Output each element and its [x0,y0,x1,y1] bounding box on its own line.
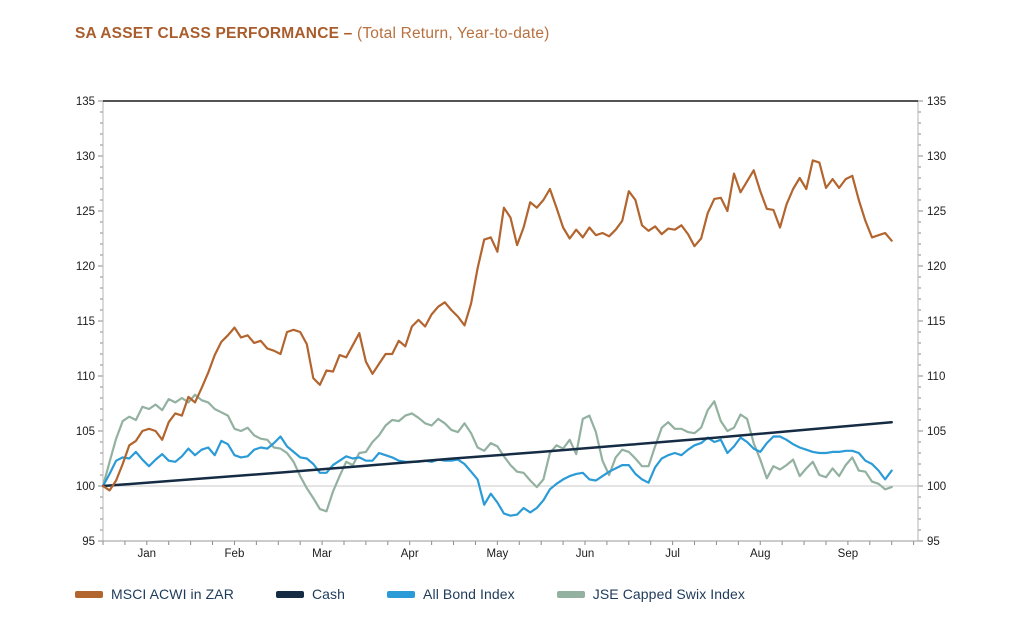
title-main: SA ASSET CLASS PERFORMANCE – [75,25,353,42]
y-axis-tick-label-left: 135 [76,96,95,108]
y-axis-tick-label-right: 110 [927,371,945,383]
chart-legend: MSCI ACWI in ZAR Cash All Bond Index JSE… [75,586,745,602]
legend-label: All Bond Index [423,586,515,602]
legend-item-cash: Cash [275,586,346,602]
y-axis-tick-label-left: 110 [77,371,95,383]
y-axis-tick-label-right: 125 [927,206,946,218]
series-line-msci-acwi-in-zar [101,159,893,492]
performance-chart: 95 95 100 100 105 105 110 110 115 115 120 120 125 125… [76,96,946,560]
y-axis-tick-label-left: 95 [82,536,95,548]
x-axis-month-label: Feb [225,548,245,560]
x-axis-month-label: Jun [576,548,595,560]
title-subtitle: (Total Return, Year-to-date) [356,25,550,42]
y-axis-tick-label-right: 105 [927,426,946,438]
x-axis-month-label: Sep [838,548,858,560]
y-axis-tick-label-left: 115 [77,316,95,328]
jse-swix-swatch-icon [556,590,585,598]
legend-item-jse-capped-swix-index: JSE Capped Swix Index [556,586,746,602]
legend-label: JSE Capped Swix Index [592,586,746,602]
legend-item-all-bond-index: All Bond Index [387,586,515,602]
y-axis-tick-label-right: 95 [927,536,940,548]
x-axis-month-label: Jan [138,548,157,560]
y-axis-tick-label-left: 105 [76,426,95,438]
msci-acwi-swatch-icon [75,590,103,598]
page-title: SA ASSET CLASS PERFORMANCE – (Total Retu… [75,25,550,43]
legend-label: MSCI ACWI in ZAR [111,586,234,602]
y-axis-tick-label-left: 125 [76,206,95,218]
y-axis-tick-label-left: 130 [76,151,95,163]
legend-label: Cash [311,586,346,602]
x-axis-month-label: Apr [401,548,419,560]
x-axis-month-label: Jul [665,548,680,560]
legend-item-msci-acwi-in-zar: MSCI ACWI in ZAR [75,586,234,602]
x-axis-month-label: Aug [750,548,770,560]
y-axis-tick-label-right: 130 [927,151,946,163]
chart-area: 95 95 100 100 105 105 110 110 115 115 120 120 125 125… [76,96,946,560]
y-axis-tick-label-right: 120 [927,261,946,273]
series-line-all-bond-index [101,435,893,517]
cash-swatch-icon [275,590,304,598]
y-axis-tick-label-right: 115 [927,316,945,328]
series-line-jse-capped-swix-index [101,393,893,513]
series-line-cash [101,420,893,488]
y-axis-tick-label-right: 135 [927,96,946,108]
x-axis-month-label: May [486,548,508,560]
x-axis-month-label: Mar [312,548,332,560]
y-axis-tick-label-left: 100 [76,481,95,493]
all-bond-swatch-icon [387,590,416,598]
y-axis-tick-label-left: 120 [76,261,95,273]
y-axis-tick-label-right: 100 [927,481,946,493]
